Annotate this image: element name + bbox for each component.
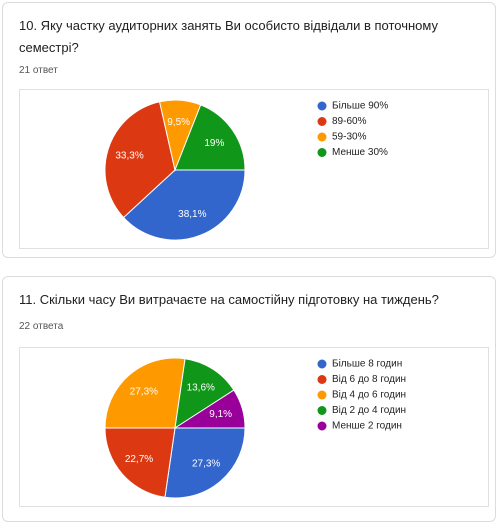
slice-label: 9,5% <box>167 117 190 128</box>
legend-swatch <box>317 132 327 142</box>
pie-slice <box>122 169 246 241</box>
pie-slice <box>174 358 235 430</box>
question-title: 11. Скільки часу Ви витрачаєте на самост… <box>19 292 439 307</box>
chart-box: 27,3% 22,7% 27,3% 13,6% 9,1% Більше 8 годин Ві… <box>19 347 489 507</box>
legend-swatch <box>317 421 327 431</box>
slice-label: 33,3% <box>115 150 143 161</box>
legend-label: Від 6 до 8 годин <box>332 374 406 385</box>
chart: 38,1% 33,3% 9,5% 19% Більше 90% 89-60% 59-30% М… <box>104 99 388 241</box>
legend-swatch <box>317 117 327 126</box>
legend-label: 59-30% <box>332 132 367 143</box>
chart: 27,3% 22,7% 27,3% 13,6% 9,1% Більше 8 годин Ві… <box>104 357 406 499</box>
question-title: 10. Яку частку аудиторних занять Ви особ… <box>19 18 438 55</box>
slice-label: 13,6% <box>187 383 215 394</box>
legend-swatch <box>317 101 327 111</box>
legend-label: Від 4 до 6 годин <box>332 390 406 401</box>
slice-label: 22,7% <box>125 454 153 465</box>
pie-slice <box>164 427 246 499</box>
legend-label: Менше 30% <box>332 147 388 158</box>
response-count: 21 ответ <box>19 65 58 76</box>
slice-label: 19% <box>204 138 224 149</box>
legend-label: Від 2 до 4 годин <box>332 405 406 416</box>
slice-label: 9,1% <box>209 409 232 420</box>
question-card: 10. Яку частку аудиторних занять Ви особ… <box>2 2 496 258</box>
chart-box: 38,1% 33,3% 9,5% 19% Більше 90% 89-60% 59-30% М… <box>19 89 489 249</box>
legend-label: 89-60% <box>332 116 367 127</box>
legend-swatch <box>317 375 327 384</box>
pie-slice <box>104 357 186 429</box>
legend-label: Більше 8 годин <box>332 359 402 370</box>
response-count: 22 ответа <box>19 321 64 332</box>
legend-label: Більше 90% <box>332 101 388 112</box>
legend-label: Менше 2 годин <box>332 421 402 432</box>
pie-slice <box>174 104 246 171</box>
legend-swatch <box>317 148 327 157</box>
pie-slice <box>104 427 176 498</box>
question-card: 11. Скільки часу Ви витрачаєте на самост… <box>2 276 496 522</box>
legend-swatch <box>317 390 327 400</box>
slice-label: 38,1% <box>178 209 206 220</box>
slice-label: 27,3% <box>192 459 220 470</box>
legend-swatch <box>317 406 327 415</box>
slice-label: 27,3% <box>130 387 158 398</box>
pie-slice <box>173 389 246 429</box>
pie-slice <box>104 101 176 219</box>
legend-swatch <box>317 359 327 369</box>
